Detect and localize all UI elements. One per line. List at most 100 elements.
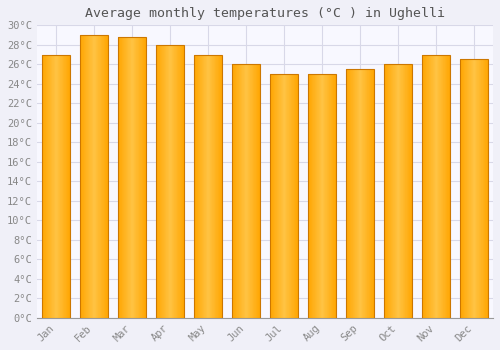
Bar xyxy=(194,55,195,318)
Bar xyxy=(134,37,136,318)
Bar xyxy=(392,64,393,318)
Bar xyxy=(104,35,105,318)
Bar xyxy=(105,35,106,318)
Bar xyxy=(118,37,146,318)
Bar xyxy=(442,55,443,318)
Bar xyxy=(359,69,360,318)
Bar xyxy=(160,45,161,318)
Bar xyxy=(346,69,347,318)
Bar xyxy=(232,64,260,318)
Bar xyxy=(122,37,124,318)
Bar xyxy=(46,55,48,318)
Bar xyxy=(464,60,465,318)
Bar xyxy=(287,74,288,318)
Bar xyxy=(234,64,235,318)
Bar xyxy=(145,37,146,318)
Bar xyxy=(132,37,133,318)
Bar xyxy=(98,35,99,318)
Bar xyxy=(309,74,310,318)
Title: Average monthly temperatures (°C ) in Ughelli: Average monthly temperatures (°C ) in Ug… xyxy=(85,7,445,20)
Bar xyxy=(286,74,287,318)
Bar xyxy=(172,45,174,318)
Bar xyxy=(289,74,290,318)
Bar xyxy=(277,74,278,318)
Bar xyxy=(411,64,412,318)
Bar xyxy=(95,35,96,318)
Bar xyxy=(163,45,164,318)
Bar xyxy=(175,45,176,318)
Bar xyxy=(290,74,291,318)
Bar xyxy=(352,69,353,318)
Bar xyxy=(48,55,49,318)
Bar xyxy=(201,55,202,318)
Bar xyxy=(355,69,356,318)
Bar xyxy=(273,74,274,318)
Bar xyxy=(389,64,390,318)
Bar xyxy=(470,60,471,318)
Bar xyxy=(206,55,207,318)
Bar xyxy=(271,74,272,318)
Bar xyxy=(468,60,469,318)
Bar xyxy=(156,45,184,318)
Bar xyxy=(449,55,450,318)
Bar xyxy=(280,74,281,318)
Bar xyxy=(308,74,336,318)
Bar xyxy=(331,74,332,318)
Bar xyxy=(239,64,240,318)
Bar xyxy=(66,55,67,318)
Bar xyxy=(391,64,392,318)
Bar xyxy=(330,74,331,318)
Bar xyxy=(87,35,88,318)
Bar xyxy=(294,74,295,318)
Bar xyxy=(170,45,171,318)
Bar xyxy=(166,45,167,318)
Bar xyxy=(437,55,438,318)
Bar xyxy=(259,64,260,318)
Bar xyxy=(235,64,236,318)
Bar xyxy=(461,60,462,318)
Bar xyxy=(57,55,58,318)
Bar xyxy=(462,60,463,318)
Bar xyxy=(60,55,61,318)
Bar xyxy=(398,64,399,318)
Bar xyxy=(197,55,198,318)
Bar xyxy=(272,74,273,318)
Bar xyxy=(212,55,213,318)
Bar xyxy=(448,55,449,318)
Bar xyxy=(318,74,319,318)
Bar xyxy=(371,69,372,318)
Bar xyxy=(82,35,83,318)
Bar xyxy=(486,60,487,318)
Bar xyxy=(317,74,318,318)
Bar xyxy=(368,69,369,318)
Bar xyxy=(308,74,309,318)
Bar xyxy=(443,55,444,318)
Bar xyxy=(369,69,370,318)
Bar xyxy=(285,74,286,318)
Bar xyxy=(106,35,107,318)
Bar xyxy=(465,60,466,318)
Bar xyxy=(137,37,138,318)
Bar xyxy=(487,60,488,318)
Bar xyxy=(362,69,363,318)
Bar xyxy=(428,55,429,318)
Bar xyxy=(433,55,434,318)
Bar xyxy=(179,45,180,318)
Bar xyxy=(296,74,297,318)
Bar xyxy=(384,64,385,318)
Bar xyxy=(256,64,257,318)
Bar xyxy=(158,45,159,318)
Bar xyxy=(121,37,122,318)
Bar xyxy=(199,55,200,318)
Bar xyxy=(347,69,348,318)
Bar xyxy=(325,74,326,318)
Bar xyxy=(278,74,279,318)
Bar xyxy=(471,60,472,318)
Bar xyxy=(370,69,371,318)
Bar xyxy=(45,55,46,318)
Bar xyxy=(439,55,440,318)
Bar xyxy=(469,60,470,318)
Bar xyxy=(68,55,69,318)
Bar xyxy=(58,55,59,318)
Bar xyxy=(435,55,436,318)
